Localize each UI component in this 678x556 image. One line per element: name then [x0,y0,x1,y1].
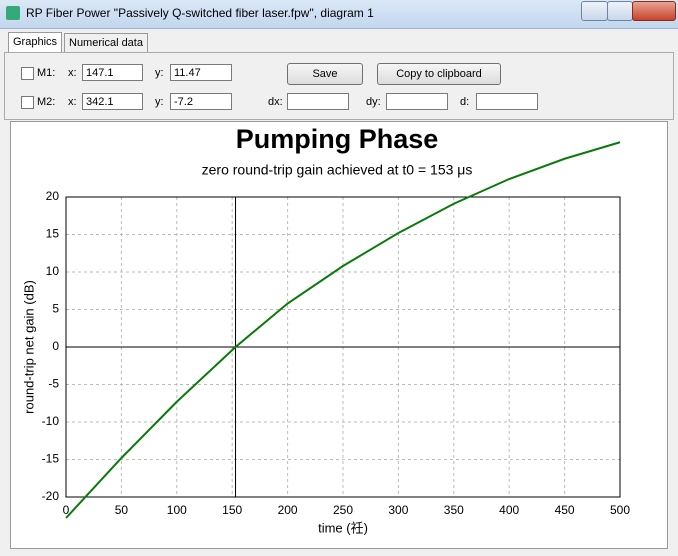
x-tick-label: 250 [333,503,353,517]
x-tick-label: 400 [499,503,519,517]
x-tick-label: 350 [444,503,464,517]
y-tick-label: 5 [52,302,59,316]
app-icon [6,6,20,20]
checkbox[interactable] [21,96,34,109]
checkbox[interactable] [21,67,34,80]
label: dx: [268,96,283,108]
label: M2: [37,96,56,108]
window-title: RP Fiber Power "Passively Q-switched fib… [26,6,374,20]
label: x: [68,67,77,79]
chart: Pumping Phase zero round-trip gain achie… [10,121,668,549]
y-tick-label: -5 [48,377,59,391]
label: dy: [366,96,381,108]
label: x: [68,96,77,108]
x-tick-label: 50 [115,503,129,517]
x-tick-label: 150 [222,503,242,517]
x-tick-label: 450 [555,503,575,517]
data-line [65,141,621,519]
y-tick-label: -20 [42,489,60,503]
maximize-button[interactable] [607,1,633,21]
x-tick-label: 100 [167,503,187,517]
marker-panel [4,52,674,120]
minimize-button[interactable] [581,1,608,21]
x-tick-label: 200 [278,503,298,517]
x-tick-label: 300 [388,503,408,517]
save-button[interactable]: Save [287,63,363,85]
title-bar: RP Fiber Power "Passively Q-switched fib… [0,0,678,29]
label: y: [155,96,164,108]
copy-button[interactable]: Copy to clipboard [377,63,501,85]
chart-subtitle: zero round-trip gain achieved at t0 = 15… [202,162,473,178]
x-axis-label: time (祍) [318,520,368,535]
input[interactable]: 11.47 [170,64,232,81]
input[interactable] [287,93,349,110]
x-tick-label: 500 [610,503,630,517]
input[interactable]: -7.2 [170,93,232,110]
input[interactable]: 147.1 [82,64,143,81]
label: y: [155,67,164,79]
y-tick-label: 20 [46,189,60,203]
chart-title: Pumping Phase [236,124,439,154]
y-tick-label: 15 [46,227,60,241]
y-tick-label: 10 [46,264,60,278]
y-tick-label: -10 [42,414,60,428]
y-tick-label: -15 [42,452,60,466]
close-button[interactable] [632,1,676,21]
tab-numerical[interactable]: Numerical data [64,33,148,52]
input[interactable]: 342.1 [82,93,143,110]
label: d: [460,96,470,108]
tab-graphics[interactable]: Graphics [8,32,63,53]
x-tick-label: 0 [63,503,70,517]
input[interactable] [386,93,448,110]
y-tick-label: 0 [52,339,59,353]
input[interactable] [476,93,538,110]
label: M1: [37,67,56,79]
y-axis-label: round-trip net gain (dB) [21,280,36,414]
